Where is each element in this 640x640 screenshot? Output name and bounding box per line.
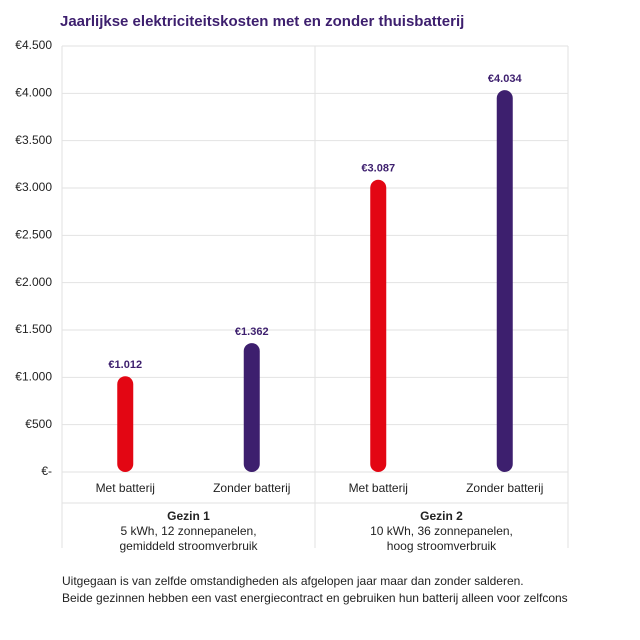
group-description: 5 kWh, 12 zonnepanelen,	[120, 524, 256, 538]
group-name: Gezin 2	[420, 509, 463, 523]
bar	[117, 376, 134, 472]
y-tick-label: €3.500	[15, 133, 52, 147]
y-tick-label: €1.500	[15, 322, 52, 336]
value-label: €1.362	[235, 326, 269, 338]
group-name: Gezin 1	[167, 509, 210, 523]
footnote: Beide gezinnen hebben een vast energieco…	[62, 591, 568, 605]
value-label: €4.034	[488, 73, 523, 85]
y-tick-label: €3.000	[15, 180, 52, 194]
chart-title: Jaarlijkse elektriciteitskosten met en z…	[60, 13, 464, 30]
y-tick-label: €4.000	[15, 86, 52, 100]
y-tick-label: €4.500	[15, 38, 52, 52]
x-tick-label: Zonder batterij	[466, 481, 543, 495]
y-tick-label: €500	[25, 417, 52, 431]
x-tick-label: Met batterij	[349, 481, 408, 495]
group-description: gemiddeld stroomverbruik	[119, 539, 258, 553]
footnote: Uitgegaan is van zelfde omstandigheden a…	[62, 574, 524, 588]
y-tick-label: €2.000	[15, 275, 52, 289]
y-tick-label: €1.000	[15, 370, 52, 384]
y-tick-label: €-	[41, 464, 52, 478]
value-label: €3.087	[361, 163, 395, 175]
y-tick-label: €2.500	[15, 228, 52, 242]
group-description: 10 kWh, 36 zonnepanelen,	[370, 524, 513, 538]
x-tick-label: Zonder batterij	[213, 481, 290, 495]
group-description: hoog stroomverbruik	[387, 539, 497, 553]
bar	[496, 90, 513, 472]
value-label: €1.012	[108, 359, 142, 371]
bar	[370, 179, 387, 473]
x-tick-label: Met batterij	[96, 481, 155, 495]
bar	[243, 343, 260, 472]
